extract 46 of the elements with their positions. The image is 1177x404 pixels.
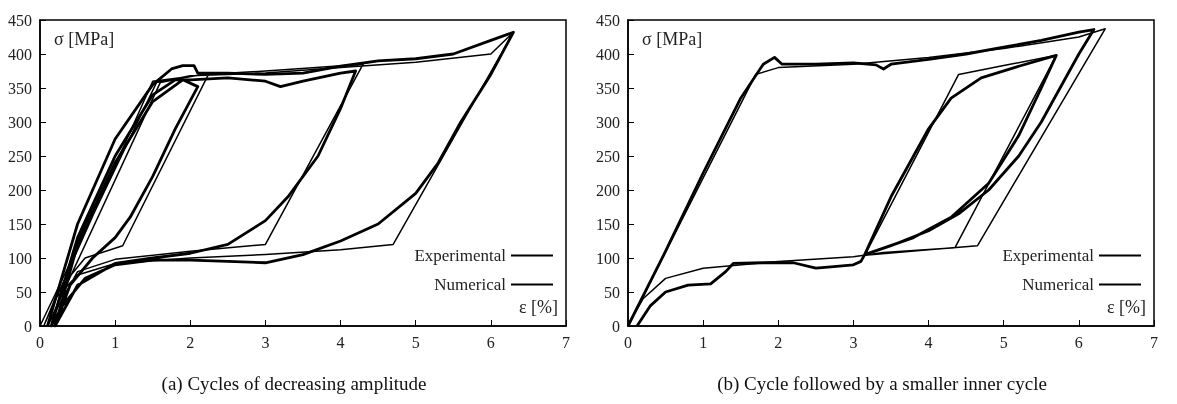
x-tick-label: 1 bbox=[699, 333, 708, 351]
x-tick-label: 0 bbox=[36, 333, 44, 351]
legend-label: Numerical bbox=[434, 275, 507, 294]
x-tick-label: 2 bbox=[774, 333, 783, 351]
y-tick-label: 250 bbox=[8, 147, 32, 165]
x-axis-title: ε [%] bbox=[1106, 297, 1147, 317]
y-tick-label: 400 bbox=[596, 45, 620, 63]
x-tick-label: 7 bbox=[1150, 333, 1158, 351]
x-tick-label: 5 bbox=[411, 333, 420, 351]
y-tick-label: 350 bbox=[8, 79, 32, 97]
y-axis-title: σ [MPa] bbox=[642, 29, 703, 49]
y-tick-label: 50 bbox=[16, 283, 32, 301]
text: (a) Cycles of decreasing amplitude bbox=[161, 373, 427, 395]
x-tick-label: 7 bbox=[562, 333, 570, 351]
y-tick-label: 200 bbox=[8, 181, 32, 199]
x-tick-label: 1 bbox=[111, 333, 120, 351]
y-tick-label: 400 bbox=[8, 45, 32, 63]
text: (b) Cycle followed by a smaller inner cycle bbox=[717, 373, 1047, 395]
y-tick-label: 450 bbox=[596, 11, 620, 29]
x-tick-label: 2 bbox=[186, 333, 195, 351]
x-tick-label: 0 bbox=[624, 333, 632, 351]
x-axis-title: ε [%] bbox=[518, 297, 559, 317]
x-tick-label: 6 bbox=[1074, 333, 1083, 351]
legend-label: Numerical bbox=[1022, 275, 1095, 294]
y-tick-label: 200 bbox=[596, 181, 620, 199]
y-tick-label: 350 bbox=[596, 79, 620, 97]
y-axis-title: σ [MPa] bbox=[54, 29, 115, 49]
y-tick-label: 300 bbox=[8, 113, 32, 131]
x-tick-label: 4 bbox=[924, 333, 933, 351]
legend-label: Experimental bbox=[414, 246, 507, 265]
y-tick-label: 150 bbox=[8, 215, 32, 233]
y-tick-label: 250 bbox=[596, 147, 620, 165]
y-tick-label: 0 bbox=[612, 317, 620, 335]
legend-label: Experimental bbox=[1002, 246, 1095, 265]
y-tick-label: 300 bbox=[596, 113, 620, 131]
x-tick-label: 3 bbox=[849, 333, 858, 351]
y-tick-label: 450 bbox=[8, 11, 32, 29]
x-tick-label: 3 bbox=[261, 333, 270, 351]
y-tick-label: 50 bbox=[604, 283, 620, 301]
y-tick-label: 150 bbox=[596, 215, 620, 233]
x-tick-label: 6 bbox=[486, 333, 495, 351]
y-tick-label: 0 bbox=[24, 317, 32, 335]
y-tick-label: 100 bbox=[8, 249, 32, 267]
x-tick-label: 4 bbox=[336, 333, 345, 351]
x-tick-label: 5 bbox=[999, 333, 1008, 351]
y-tick-label: 100 bbox=[596, 249, 620, 267]
